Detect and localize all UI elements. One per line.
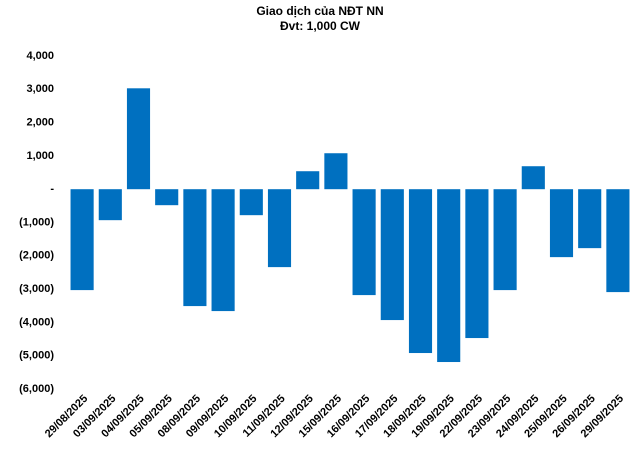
- y-tick-label: (3,000): [19, 283, 54, 295]
- y-tick-label: -: [50, 183, 54, 195]
- y-tick-label: 1,000: [26, 150, 54, 162]
- y-tick-label: (6,000): [19, 383, 54, 395]
- chart-subtitle: Đvt: 1,000 CW: [280, 19, 361, 33]
- bar: [578, 189, 602, 249]
- chart-title: Giao dịch của NĐT NN: [256, 4, 383, 18]
- bar: [408, 189, 433, 354]
- bar: [352, 189, 376, 296]
- y-tick-label: (2,000): [19, 250, 54, 262]
- y-tick-label: (1,000): [19, 216, 54, 228]
- bar: [521, 166, 545, 190]
- bar: [296, 171, 320, 190]
- bar: [437, 189, 461, 363]
- bar: [493, 189, 517, 291]
- bar: [380, 189, 404, 321]
- y-tick-label: 4,000: [26, 50, 54, 62]
- y-tick-label: 2,000: [26, 117, 54, 129]
- y-tick-label: 3,000: [26, 83, 54, 95]
- y-tick-label: (5,000): [19, 350, 54, 362]
- bar: [239, 189, 263, 216]
- bar: [126, 88, 151, 190]
- bar: [70, 189, 94, 291]
- bar: [183, 189, 207, 307]
- bar: [606, 189, 630, 293]
- y-tick-label: (4,000): [19, 316, 54, 328]
- bar: [549, 189, 574, 258]
- bar: [465, 189, 489, 339]
- bar: [155, 189, 179, 206]
- bar: [211, 189, 235, 312]
- bar: [98, 189, 122, 221]
- bar: [324, 153, 348, 190]
- bar: [267, 189, 292, 268]
